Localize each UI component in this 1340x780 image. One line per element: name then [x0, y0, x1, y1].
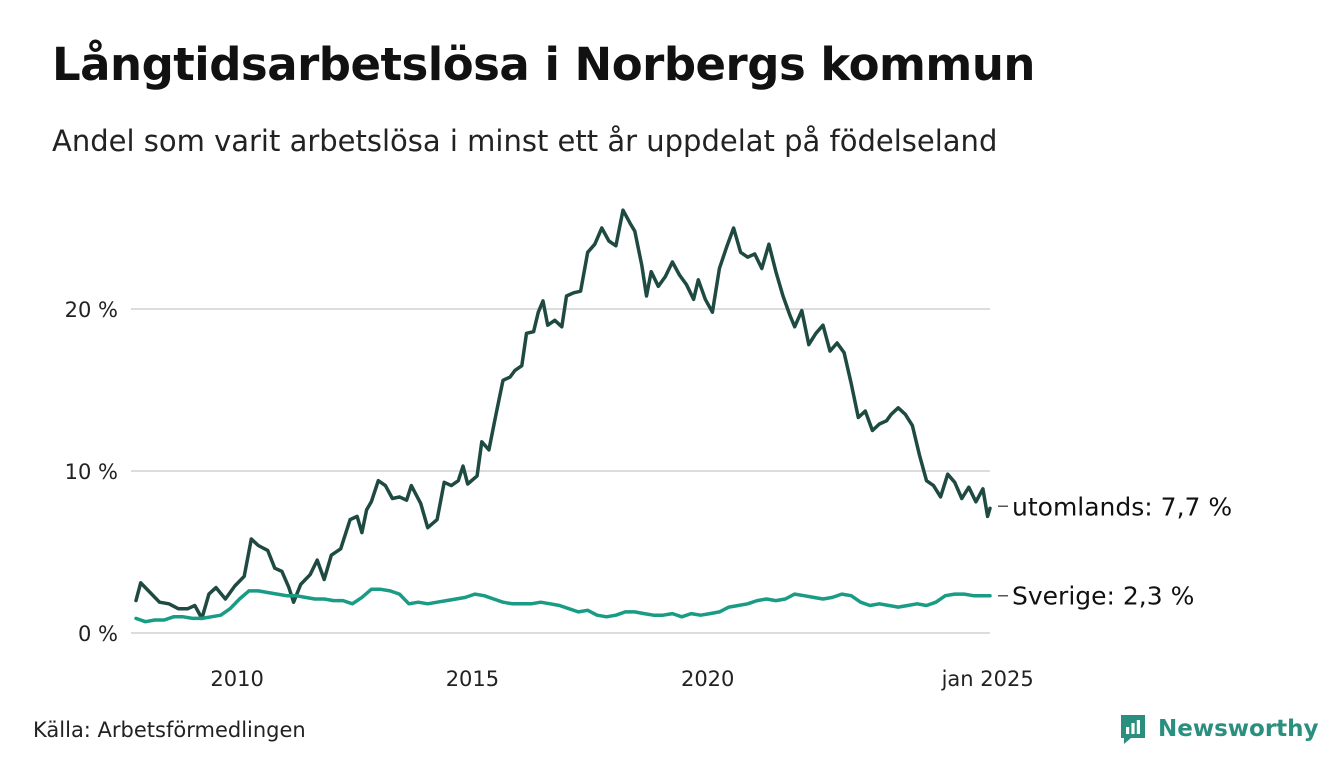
chart-gridlines — [131, 308, 990, 634]
y-axis-tick-labels: 0 % 10 % 20 % — [65, 298, 118, 646]
chart-title: Långtidsarbetslösa i Norbergs kommun — [52, 38, 1035, 91]
x-tick-label: jan 2025 — [941, 667, 1034, 691]
x-tick-label: 2015 — [446, 667, 499, 691]
y-tick-label: 10 % — [65, 460, 118, 484]
source-note: Källa: Arbetsförmedlingen — [33, 718, 306, 742]
series-end-label: Sverige: 2,3 % — [1012, 582, 1194, 611]
series-end-label: utomlands: 7,7 % — [1012, 492, 1232, 521]
x-tick-label: 2020 — [681, 667, 734, 691]
series-line-sverige — [134, 587, 992, 624]
chart-subtitle: Andel som varit arbetslösa i minst ett å… — [52, 124, 998, 158]
y-tick-label: 20 % — [65, 298, 118, 322]
series-end-labels: utomlands: 7,7 % Sverige: 2,3 % — [998, 492, 1232, 611]
newsworthy-logo-icon — [1121, 715, 1145, 744]
series-line-utomlands — [134, 208, 992, 621]
brand-logo: Newsworthy — [1118, 712, 1319, 746]
x-tick-label: 2010 — [210, 667, 263, 691]
chart-series — [134, 208, 992, 624]
x-axis-tick-labels: 2010 2015 2020 jan 2025 — [210, 667, 1033, 691]
y-tick-label: 0 % — [78, 622, 118, 646]
brand-name: Newsworthy — [1158, 716, 1319, 742]
